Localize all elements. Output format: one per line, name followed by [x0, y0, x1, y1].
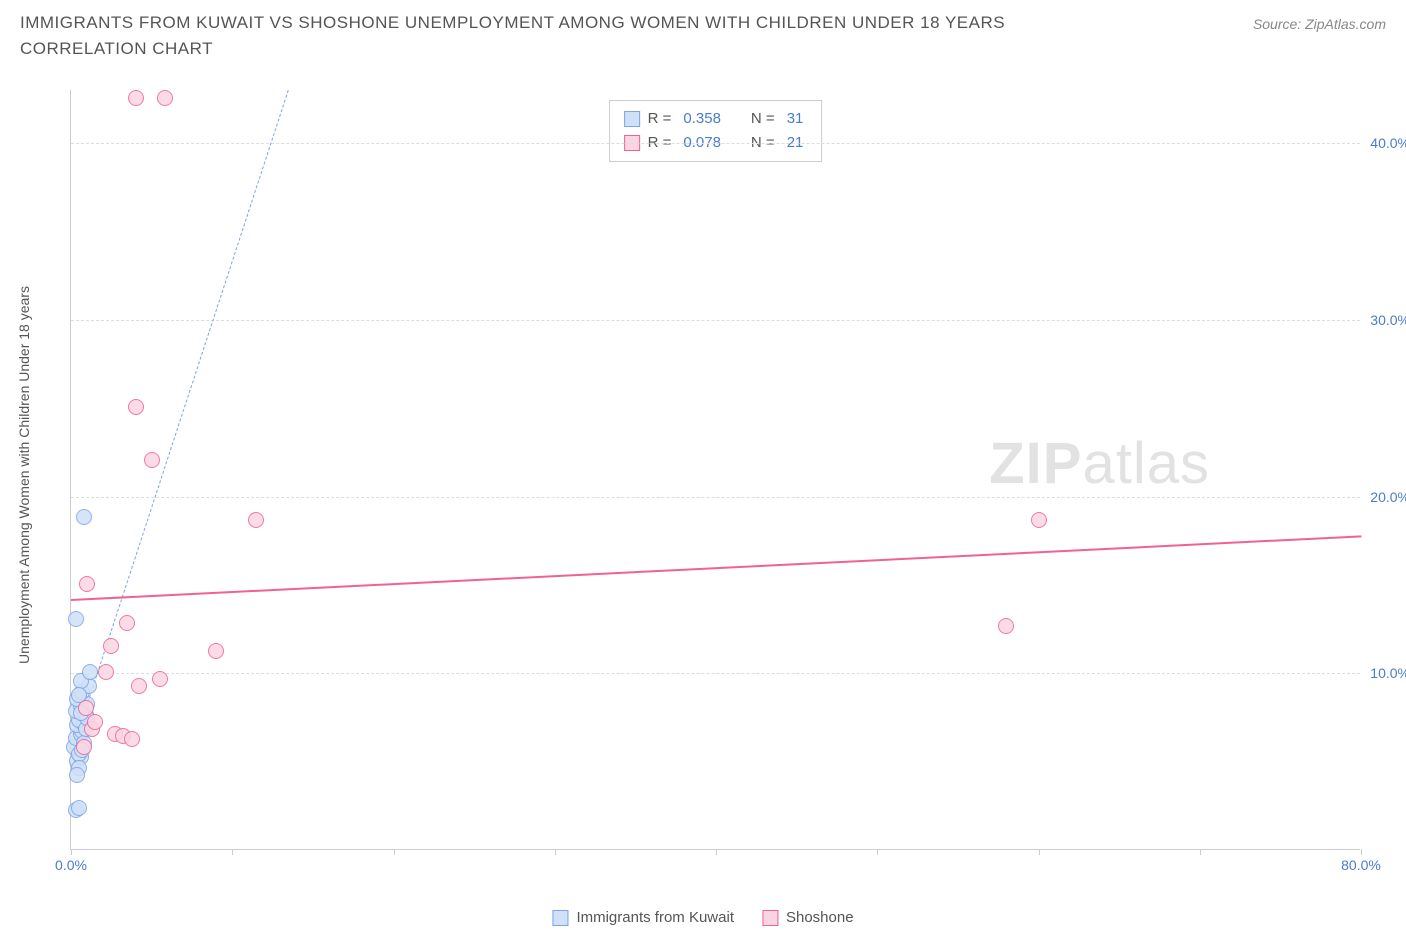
data-point: [128, 90, 144, 106]
grid-line: [71, 320, 1360, 321]
x-tick: [1361, 849, 1362, 855]
watermark: ZIPatlas: [989, 430, 1210, 497]
n-value-kuwait: 31: [787, 107, 804, 131]
x-tick: [394, 849, 395, 855]
y-tick-label: 40.0%: [1370, 135, 1406, 151]
data-point: [69, 767, 85, 783]
data-point: [103, 638, 119, 654]
data-point: [1031, 512, 1047, 528]
data-point: [144, 452, 160, 468]
x-tick-label: 80.0%: [1341, 857, 1381, 873]
series-legend: Immigrants from Kuwait Shoshone: [552, 909, 853, 926]
x-tick: [71, 849, 72, 855]
grid-line: [71, 143, 1360, 144]
data-point: [152, 671, 168, 687]
data-point: [78, 700, 94, 716]
source-attribution: Source: ZipAtlas.com: [1253, 16, 1386, 32]
r-value-kuwait: 0.358: [683, 107, 721, 131]
chart-container: Unemployment Among Women with Children U…: [42, 80, 1386, 870]
y-tick-label: 20.0%: [1370, 489, 1406, 505]
data-point: [124, 731, 140, 747]
x-tick: [555, 849, 556, 855]
x-tick: [1039, 849, 1040, 855]
x-tick: [877, 849, 878, 855]
data-point: [68, 611, 84, 627]
data-point: [208, 643, 224, 659]
data-point: [79, 576, 95, 592]
header: IMMIGRANTS FROM KUWAIT VS SHOSHONE UNEMP…: [0, 0, 1406, 61]
y-axis-label: Unemployment Among Women with Children U…: [16, 286, 32, 664]
r-label: R =: [648, 107, 672, 131]
data-point: [71, 800, 87, 816]
data-point: [248, 512, 264, 528]
data-point: [76, 739, 92, 755]
stats-row-kuwait: R = 0.358 N = 31: [624, 107, 808, 131]
data-point: [82, 664, 98, 680]
legend-item-shoshone: Shoshone: [762, 909, 854, 926]
legend-item-kuwait: Immigrants from Kuwait: [552, 909, 734, 926]
data-point: [87, 714, 103, 730]
trend-line: [71, 535, 1361, 601]
x-tick: [716, 849, 717, 855]
legend-label-kuwait: Immigrants from Kuwait: [576, 909, 734, 926]
grid-line: [71, 497, 1360, 498]
swatch-shoshone: [762, 910, 778, 926]
x-tick-label: 0.0%: [55, 857, 87, 873]
stats-legend: R = 0.358 N = 31 R = 0.078 N = 21: [609, 100, 823, 162]
plot-area: ZIPatlas R = 0.358 N = 31 R = 0.078 N = …: [70, 90, 1360, 850]
watermark-bold: ZIP: [989, 431, 1082, 496]
swatch-kuwait: [624, 111, 640, 127]
data-point: [98, 664, 114, 680]
y-tick-label: 30.0%: [1370, 312, 1406, 328]
data-point: [119, 615, 135, 631]
data-point: [131, 678, 147, 694]
data-point: [998, 618, 1014, 634]
x-tick: [1200, 849, 1201, 855]
watermark-rest: atlas: [1082, 431, 1210, 496]
chart-title: IMMIGRANTS FROM KUWAIT VS SHOSHONE UNEMP…: [20, 10, 1120, 61]
y-tick-label: 10.0%: [1370, 665, 1406, 681]
legend-label-shoshone: Shoshone: [786, 909, 854, 926]
grid-line: [71, 673, 1360, 674]
data-point: [128, 399, 144, 415]
data-point: [157, 90, 173, 106]
swatch-kuwait: [552, 910, 568, 926]
n-label: N =: [751, 107, 775, 131]
data-point: [76, 509, 92, 525]
x-tick: [232, 849, 233, 855]
